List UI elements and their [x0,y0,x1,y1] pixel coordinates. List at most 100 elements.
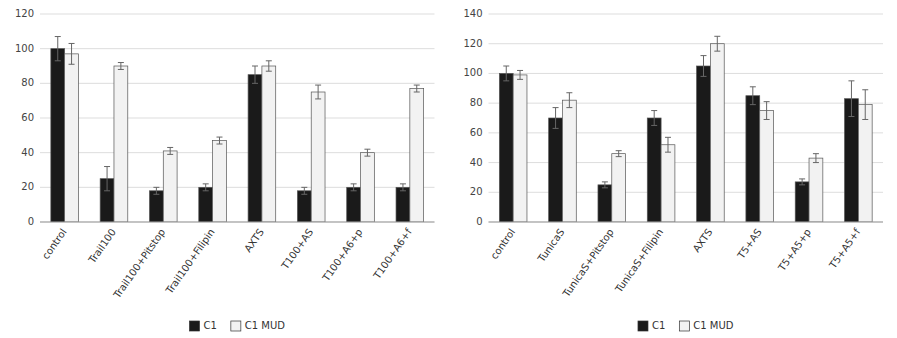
error-bar [566,93,572,108]
y-tick-label: 100 [15,43,34,54]
bar [549,118,563,222]
x-tick-label: control [488,227,517,262]
panel: 020406080100120140controlTunicaSTunicaS+… [463,8,883,331]
bar [51,49,65,222]
bar [795,182,809,222]
bar [845,99,859,222]
bar [311,92,325,222]
error-bar [602,182,608,188]
plot-area [499,36,872,222]
error-bar [252,66,258,83]
legend: C1 C1 MUD [638,320,734,331]
x-tick-label: T100+A6+p [320,227,365,285]
chart-root: 020406080100120controlTrail100Trail100+P… [0,0,897,338]
page: {"chart_data": [ {"type": "bar", "catego… [0,0,897,338]
error-bar [351,184,357,191]
bar [809,158,823,222]
y-tick-label: 120 [15,8,34,19]
error-bar [167,147,173,154]
grid-line [40,14,435,15]
bar [396,187,410,222]
grid-line [489,43,884,44]
legend: C1 C1 MUD [189,320,285,331]
legend-label: C1 MUD [245,320,285,331]
grid-line [489,192,884,193]
error-bar [153,187,159,194]
legend-swatch [679,321,689,331]
error-bar [799,179,805,185]
panel: 020406080100120controlTrail100Trail100+P… [15,8,435,331]
y-tick-label: 140 [463,8,482,19]
grid-line [489,103,884,104]
error-bar [651,111,657,126]
x-tick-label: TunicaS+Pitstop [560,227,616,300]
error-bar [553,108,559,129]
error-bar [616,151,622,157]
y-tick-label: 20 [470,186,483,197]
legend-swatch [231,321,241,331]
y-tick-label: 80 [21,77,34,88]
legend-label: C1 [203,320,216,331]
bar [213,141,227,222]
grid-line [40,152,435,153]
bar [710,44,724,222]
error-bar [203,184,209,191]
x-tick-label: T5+A5+p [776,227,814,274]
grid-line [40,118,435,119]
y-tick-label: 60 [21,112,34,123]
grid-line [40,83,435,84]
error-bar [764,102,770,120]
error-bar [266,61,272,71]
bar [65,54,79,222]
bar [760,111,774,222]
bar [149,191,163,222]
legend-label: C1 MUD [693,320,733,331]
bar [746,96,760,222]
error-bar [813,154,819,163]
bar [562,100,576,222]
bar [661,145,675,222]
y-tick-label: 0 [28,216,34,227]
error-bar [364,149,370,156]
x-tick-label: TunicaS+Filipin [612,227,665,296]
y-tick-label: 0 [476,216,482,227]
x-tick-label: Trail100+Filipin [163,227,217,297]
bar [199,187,213,222]
error-bar [848,81,854,117]
bar [248,75,262,222]
bar [499,73,513,222]
y-tick-label: 80 [470,97,483,108]
legend-swatch [638,321,648,331]
grid-line [489,222,884,223]
x-axis-line [40,222,435,223]
x-axis-line [489,222,884,223]
error-bar [714,36,720,51]
legend-swatch [189,321,199,331]
y-tick-label: 40 [470,157,483,168]
grid-line [40,48,435,49]
bar [163,151,177,222]
y-tick-label: 60 [470,127,483,138]
bar [612,154,626,222]
plot-area [51,37,424,222]
bar [262,66,276,222]
y-tick-label: 20 [21,181,34,192]
error-bar [301,187,307,194]
error-bar [517,70,523,79]
grid-line [489,73,884,74]
x-tick-label: AXTS [691,227,715,255]
error-bar [862,90,868,120]
error-bar [216,137,222,144]
x-tick-label: AXTS [242,227,266,255]
bar [858,105,872,222]
y-tick-label: 120 [463,38,482,49]
bar [297,191,311,222]
legend-label: C1 [652,320,665,331]
error-bar [750,87,756,105]
bar [410,89,424,222]
x-tick-label: Trail100 [86,227,118,267]
error-bar [400,184,406,191]
error-bar [701,56,707,77]
x-tick-label: TunicaS [535,227,566,265]
bar [347,187,361,222]
